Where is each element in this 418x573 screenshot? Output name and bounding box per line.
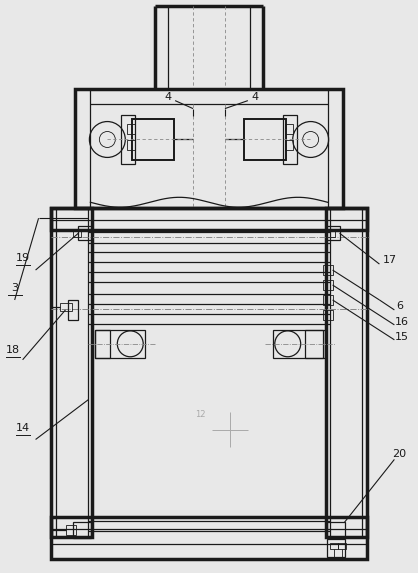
Bar bbox=[75, 89, 343, 208]
Bar bbox=[66, 525, 76, 535]
Bar bbox=[326, 539, 344, 557]
Bar bbox=[323, 310, 333, 320]
Text: 4: 4 bbox=[251, 92, 258, 101]
Bar bbox=[323, 280, 333, 290]
Bar bbox=[69, 300, 79, 320]
Bar bbox=[326, 522, 344, 538]
Bar bbox=[326, 229, 334, 237]
Text: 12: 12 bbox=[195, 410, 205, 419]
Bar bbox=[61, 303, 72, 311]
Bar bbox=[95, 330, 110, 358]
Bar bbox=[74, 522, 92, 538]
Bar bbox=[323, 265, 333, 275]
Text: 4: 4 bbox=[165, 92, 172, 101]
Bar bbox=[338, 543, 346, 549]
Text: 6: 6 bbox=[396, 301, 403, 311]
Text: 20: 20 bbox=[393, 449, 406, 460]
Bar bbox=[326, 208, 367, 537]
Bar bbox=[244, 119, 286, 160]
Text: 15: 15 bbox=[394, 332, 408, 342]
Text: 19: 19 bbox=[15, 253, 30, 263]
Bar bbox=[127, 124, 135, 134]
Bar bbox=[51, 517, 367, 559]
Bar bbox=[51, 208, 367, 230]
Bar bbox=[95, 330, 145, 358]
Bar bbox=[285, 124, 293, 134]
Text: 16: 16 bbox=[394, 317, 408, 327]
Text: 18: 18 bbox=[5, 345, 20, 355]
Bar bbox=[121, 115, 135, 164]
Text: 3: 3 bbox=[11, 283, 18, 293]
Bar bbox=[330, 543, 338, 549]
Bar bbox=[127, 140, 135, 151]
Bar bbox=[79, 226, 92, 240]
Bar bbox=[132, 119, 174, 160]
Bar bbox=[74, 229, 82, 237]
Bar bbox=[51, 208, 92, 537]
Text: 17: 17 bbox=[382, 255, 396, 265]
Bar bbox=[285, 140, 293, 151]
Bar bbox=[273, 330, 323, 358]
Text: 14: 14 bbox=[15, 422, 30, 433]
Bar bbox=[326, 226, 339, 240]
Bar bbox=[323, 295, 333, 305]
Bar bbox=[305, 330, 325, 358]
Bar bbox=[283, 115, 297, 164]
